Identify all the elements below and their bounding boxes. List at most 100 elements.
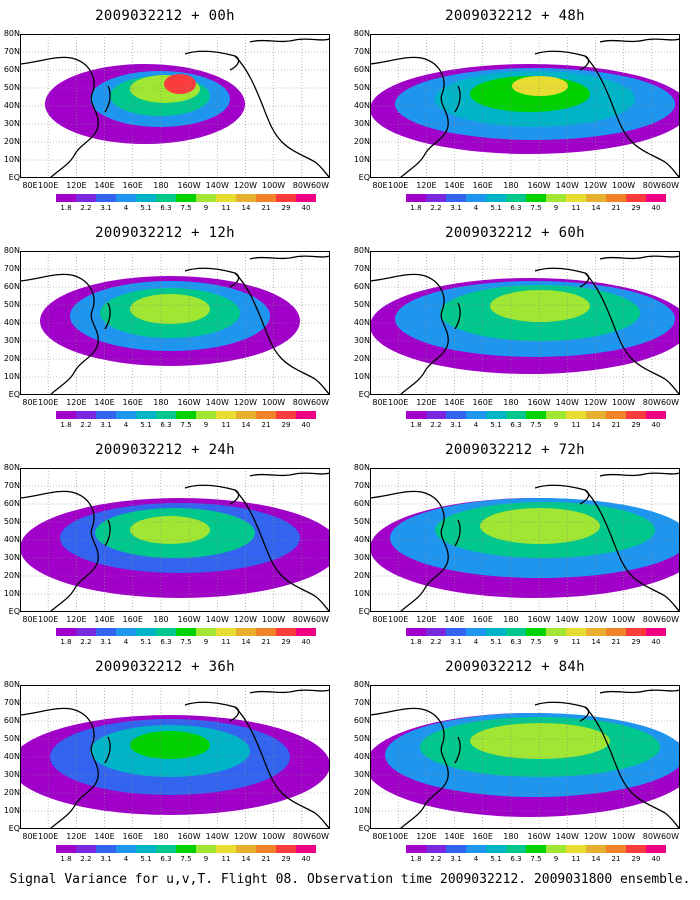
colorbar-label: 14 [591,421,601,429]
colorbar-swatch-8 [216,845,236,853]
colorbar-label: 3.1 [450,638,462,646]
lon-label: 120E [66,398,87,407]
lat-label: 40N [3,318,20,327]
lat-label: 80N [3,29,20,38]
colorbar-label: 6.3 [160,855,172,863]
colorbar-label: 6.3 [510,204,522,212]
colorbar-swatch-11 [626,411,646,419]
colorbar-swatch-8 [566,628,586,636]
lon-label: 140E [94,181,115,190]
map-frame [370,34,680,178]
colorbar-label: 5.1 [490,638,502,646]
colorbar-swatch-5 [156,628,176,636]
colorbar-swatch-2 [96,411,116,419]
colorbar-label: 9 [553,421,559,429]
colorbar [56,628,316,636]
lat-label: 10N [353,372,370,381]
colorbar-swatch-9 [586,194,606,202]
colorbar-label: 5.1 [490,204,502,212]
colorbar-swatch-4 [486,411,506,419]
coastline-japan [104,736,111,764]
panel-title: 2009032212 + 00h [95,8,235,24]
lat-label: 30N [3,336,20,345]
lat-label: EQ [358,824,370,833]
lon-label: 100E [38,832,59,841]
colorbar-swatch-10 [256,845,276,853]
map-area: 80N 70N 60N 50N 40N 30N 20N 10N EQ 80E 100E 120E 140… [354,247,680,407]
lat-label: 40N [353,752,370,761]
coastline-north-america [234,55,330,178]
colorbar-label: 1.8 [410,638,422,646]
map-frame [20,34,330,178]
lon-label: 120W [233,615,258,624]
lon-label: 80W [642,832,661,841]
colorbar-label: 2.2 [430,855,442,863]
colorbar-label: 14 [241,421,251,429]
colorbar-swatch-9 [236,628,256,636]
colorbar-swatch-10 [606,194,626,202]
colorbar-label: 14 [241,204,251,212]
map-area: 80N 70N 60N 50N 40N 30N 20N 10N EQ 80E 100E 120E 140… [354,30,680,190]
colorbar-swatch-1 [76,194,96,202]
map-panel-84h: 2009032212 + 84h 80N 70N 60N 50N 40N 30N 20N 10… [350,651,680,863]
colorbar-swatch-12 [646,194,666,202]
colorbar-label: 5.1 [140,421,152,429]
colorbar-swatch-6 [526,628,546,636]
lon-label: 80W [642,398,661,407]
lat-label: 20N [353,137,370,146]
coastline-north-america [234,706,330,829]
lat-label: 30N [353,770,370,779]
colorbar-label: 7.5 [180,421,192,429]
colorbar-label: 3.1 [450,421,462,429]
colorbar-swatch-6 [176,194,196,202]
colorbar [56,411,316,419]
panel-title: 2009032212 + 36h [95,659,235,675]
colorbar-label: 4 [473,855,479,863]
coastline-asia [20,56,99,178]
lat-label: 60N [3,282,20,291]
lat-label: 10N [3,155,20,164]
colorbar-label: 3.1 [100,638,112,646]
lon-label: 80E [372,181,388,190]
map-frame [20,468,330,612]
colorbar-label: 14 [591,855,601,863]
lon-label: 60W [660,832,680,841]
map-panel-24h: 2009032212 + 24h 80N 70N 60N 50N 40N 30N 20N 10… [0,434,330,646]
lat-label: 10N [353,806,370,815]
lat-label: 80N [353,680,370,689]
lon-label: 80W [642,181,661,190]
lat-label: 50N [353,300,370,309]
lon-label: 60W [660,615,680,624]
lon-label: 160W [527,832,551,841]
colorbar-swatch-7 [546,628,566,636]
colorbar-swatch-8 [566,411,586,419]
lon-label: 80E [372,398,388,407]
lon-label: 180 [503,615,519,624]
lon-label: 160W [527,398,551,407]
lon-label: 80E [22,832,38,841]
colorbar-label: 11 [221,421,231,429]
lon-label: 120W [233,398,258,407]
map-canvas [370,34,680,178]
coastline-arctic [599,472,680,477]
variance-contour-4 [164,74,196,94]
coastline-asia [20,707,99,829]
colorbar-label: 5.1 [490,855,502,863]
colorbar-label: 6.3 [510,421,522,429]
colorbar-swatch-3 [116,845,136,853]
colorbar-label: 1.8 [410,421,422,429]
lon-label: 120W [583,181,608,190]
lat-label: 60N [353,282,370,291]
lon-label: 180 [503,832,519,841]
colorbar-label: 29 [281,421,291,429]
colorbar-swatch-10 [256,411,276,419]
colorbar-swatch-8 [566,845,586,853]
colorbar-swatch-0 [56,411,76,419]
lat-label: 40N [3,752,20,761]
lon-label: 100E [38,615,59,624]
colorbar-swatch-6 [176,845,196,853]
lon-label: 60W [660,181,680,190]
colorbar-swatch-3 [466,628,486,636]
colorbar-label: 3.1 [450,204,462,212]
lon-label: 60W [310,832,330,841]
